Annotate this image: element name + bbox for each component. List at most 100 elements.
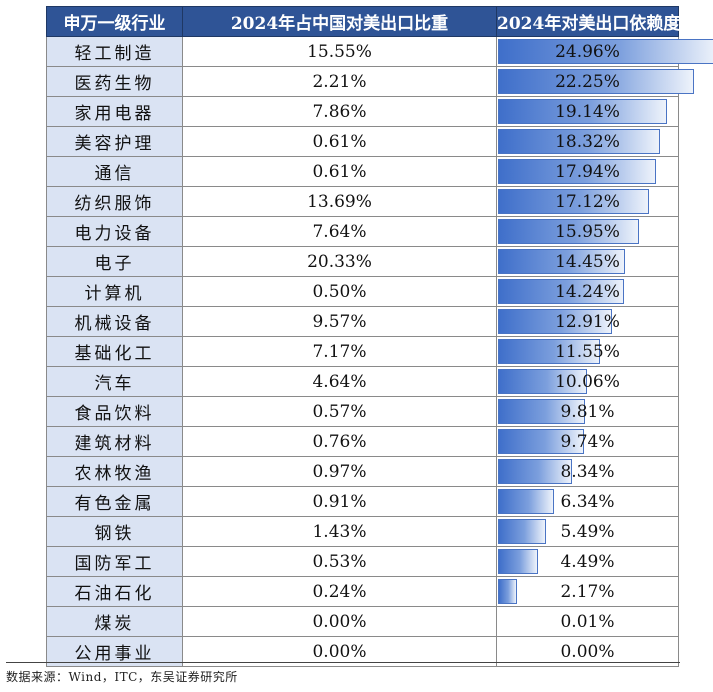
table-row: 电子 20.33% 14.45% <box>46 246 679 277</box>
dependency-value: 14.45% <box>555 251 620 272</box>
export-share-cell: 0.61% <box>182 126 497 157</box>
export-share-cell: 0.00% <box>182 636 497 667</box>
dependency-value: 24.96% <box>555 41 620 62</box>
table-row: 计算机 0.50% 14.24% <box>46 276 679 307</box>
dependency-data-bar <box>498 99 667 124</box>
dependency-data-bar <box>498 399 585 424</box>
dependency-data-bar <box>498 459 572 484</box>
dependency-value: 17.12% <box>555 191 620 212</box>
export-share-cell: 0.53% <box>182 546 497 577</box>
export-dependency-cell: 11.55% <box>496 336 679 367</box>
industry-cell: 食品饮料 <box>46 396 183 427</box>
dependency-value: 11.55% <box>555 341 620 362</box>
export-share-cell: 0.24% <box>182 576 497 607</box>
export-dependency-cell: 22.25% <box>496 66 695 97</box>
table-row: 美容护理 0.61% 18.32% <box>46 126 679 157</box>
dependency-data-bar <box>498 579 518 604</box>
dependency-table: 申万一级行业 2024年占中国对美出口比重 2024年对美出口依赖度 轻工制造 1… <box>46 6 713 667</box>
export-share-cell: 0.97% <box>182 456 497 487</box>
table-row: 通信 0.61% 17.94% <box>46 156 679 187</box>
export-dependency-cell: 24.96% <box>496 36 713 67</box>
export-share-cell: 1.43% <box>182 516 497 547</box>
industry-cell: 钢铁 <box>46 516 183 547</box>
source-note: 数据来源：Wind，ITC，东吴证券研究所 <box>6 670 238 684</box>
export-dependency-cell: 9.74% <box>496 426 679 457</box>
dependency-data-bar <box>498 39 713 64</box>
header-export-dependency: 2024年对美出口依赖度 <box>496 6 680 37</box>
dependency-data-bar <box>498 189 649 214</box>
export-dependency-cell: 17.12% <box>496 186 679 217</box>
dependency-value: 9.74% <box>560 431 615 452</box>
industry-cell: 建筑材料 <box>46 426 183 457</box>
industry-cell: 电子 <box>46 246 183 277</box>
table-row: 汽车 4.64% 10.06% <box>46 366 679 397</box>
dependency-value: 2.17% <box>560 581 615 602</box>
dependency-data-bar <box>498 309 612 334</box>
industry-cell: 美容护理 <box>46 126 183 157</box>
export-share-cell: 20.33% <box>182 246 497 277</box>
export-share-cell: 0.61% <box>182 156 497 187</box>
industry-cell: 家用电器 <box>46 96 183 127</box>
export-dependency-cell: 10.06% <box>496 366 679 397</box>
dependency-value: 0.01% <box>560 611 615 632</box>
export-share-cell: 7.64% <box>182 216 497 247</box>
export-share-cell: 0.76% <box>182 426 497 457</box>
export-dependency-cell: 8.34% <box>496 456 679 487</box>
export-share-cell: 0.91% <box>182 486 497 517</box>
export-dependency-cell: 14.24% <box>496 276 679 307</box>
table-row: 钢铁 1.43% 5.49% <box>46 516 679 547</box>
dependency-value: 22.25% <box>555 71 620 92</box>
export-dependency-cell: 0.01% <box>496 606 679 637</box>
dependency-value: 14.24% <box>555 281 620 302</box>
dependency-data-bar <box>498 249 626 274</box>
table-row: 有色金属 0.91% 6.34% <box>46 486 679 517</box>
export-dependency-cell: 2.17% <box>496 576 679 607</box>
table-row: 建筑材料 0.76% 9.74% <box>46 426 679 457</box>
source-divider <box>6 662 680 663</box>
export-share-cell: 2.21% <box>182 66 497 97</box>
export-share-cell: 9.57% <box>182 306 497 337</box>
table-row: 煤炭 0.00% 0.01% <box>46 606 679 637</box>
export-dependency-cell: 0.00% <box>496 636 679 667</box>
export-dependency-cell: 15.95% <box>496 216 679 247</box>
dependency-data-bar <box>498 429 584 454</box>
dependency-data-bar <box>498 129 660 154</box>
dependency-value: 0.00% <box>560 641 615 662</box>
table-row: 国防军工 0.53% 4.49% <box>46 546 679 577</box>
dependency-value: 10.06% <box>555 371 620 392</box>
export-dependency-cell: 12.91% <box>496 306 679 337</box>
dependency-data-bar <box>498 549 538 574</box>
dependency-value: 17.94% <box>555 161 620 182</box>
export-share-cell: 15.55% <box>182 36 497 67</box>
dependency-data-bar <box>498 519 547 544</box>
export-dependency-cell: 9.81% <box>496 396 679 427</box>
dependency-value: 18.32% <box>555 131 620 152</box>
export-dependency-cell: 14.45% <box>496 246 679 277</box>
table-row: 纺织服饰 13.69% 17.12% <box>46 186 679 217</box>
export-dependency-cell: 5.49% <box>496 516 679 547</box>
dependency-value: 6.34% <box>560 491 615 512</box>
export-dependency-cell: 6.34% <box>496 486 679 517</box>
industry-cell: 轻工制造 <box>46 36 183 67</box>
industry-cell: 农林牧渔 <box>46 456 183 487</box>
dependency-data-bar <box>498 219 639 244</box>
export-dependency-cell: 4.49% <box>496 546 679 577</box>
dependency-value: 8.34% <box>560 461 615 482</box>
industry-cell: 电力设备 <box>46 216 183 247</box>
dependency-value: 4.49% <box>560 551 615 572</box>
export-share-cell: 13.69% <box>182 186 497 217</box>
export-share-cell: 0.50% <box>182 276 497 307</box>
table-row: 机械设备 9.57% 12.91% <box>46 306 679 337</box>
header-export-share: 2024年占中国对美出口比重 <box>182 6 497 37</box>
industry-cell: 汽车 <box>46 366 183 397</box>
dependency-data-bar <box>498 69 695 94</box>
dependency-value: 12.91% <box>555 311 620 332</box>
table-row: 农林牧渔 0.97% 8.34% <box>46 456 679 487</box>
export-dependency-cell: 18.32% <box>496 126 679 157</box>
export-share-cell: 7.86% <box>182 96 497 127</box>
industry-cell: 机械设备 <box>46 306 183 337</box>
table-row: 轻工制造 15.55% 24.96% <box>46 36 713 67</box>
export-share-cell: 7.17% <box>182 336 497 367</box>
export-share-cell: 0.00% <box>182 606 497 637</box>
dependency-value: 5.49% <box>560 521 615 542</box>
